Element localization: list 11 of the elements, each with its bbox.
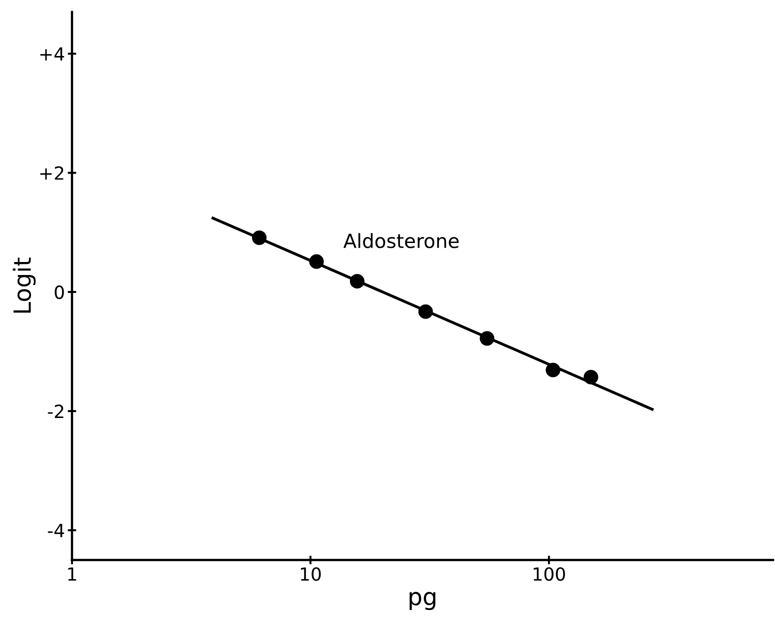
x-tick-label: 100	[534, 567, 565, 581]
x-axis-title: pg	[410, 592, 436, 610]
y-axis-title: Logit	[12, 258, 36, 313]
x-tick-label: 10	[300, 567, 321, 581]
y-tick-label: -4	[48, 524, 64, 538]
y-tick-label: +4	[40, 47, 64, 61]
y-tick-label: -2	[48, 404, 64, 418]
x-tick-label: 1	[68, 568, 76, 581]
y-tick-label: +2	[40, 166, 64, 180]
series-label: Aldosterone	[343, 233, 459, 248]
y-tick-label: 0	[54, 285, 64, 300]
